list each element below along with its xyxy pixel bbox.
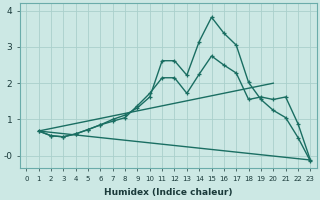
X-axis label: Humidex (Indice chaleur): Humidex (Indice chaleur) [104,188,233,197]
